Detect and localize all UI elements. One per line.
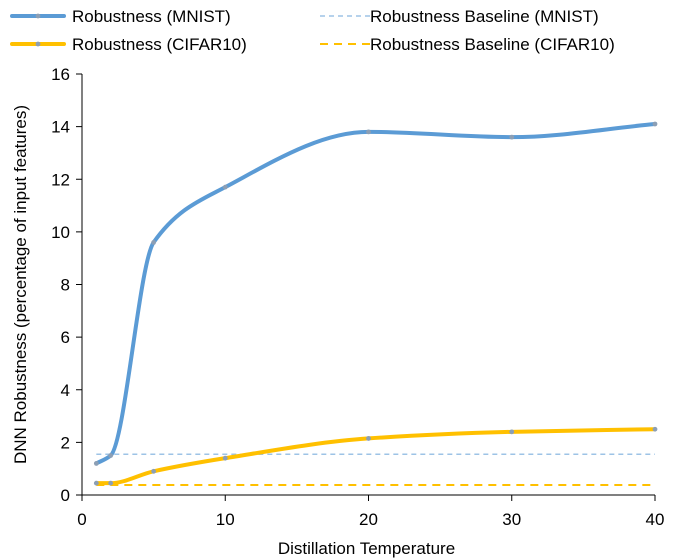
x-axis-title: Distillation Temperature [278, 539, 455, 558]
legend-label: Robustness Baseline (CIFAR10) [370, 35, 615, 54]
legend-marker [35, 13, 41, 19]
x-tick-label: 40 [646, 510, 665, 529]
plot-area [93, 121, 658, 487]
point-robustness-cifar10-20 [366, 436, 371, 441]
y-tick-label: 10 [51, 223, 70, 242]
y-tick-label: 16 [51, 65, 70, 84]
x-tick-label: 20 [359, 510, 378, 529]
y-tick-label: 0 [61, 486, 70, 505]
legend-item-robustness-cifar10: Robustness (CIFAR10) [10, 35, 247, 54]
y-tick-label: 12 [51, 170, 70, 189]
x-tick-label: 0 [77, 510, 86, 529]
point-robustness-cifar10-40 [652, 426, 658, 432]
legend-item-robustness-baseline-cifar10: Robustness Baseline (CIFAR10) [320, 35, 615, 54]
legend-marker [35, 41, 41, 47]
legend-item-robustness-mnist: Robustness (MNIST) [10, 7, 231, 26]
point-robustness-cifar10-30 [509, 429, 515, 435]
legend-label: Robustness (CIFAR10) [72, 35, 247, 54]
y-axis-title: DNN Robustness (percentage of input feat… [11, 105, 30, 464]
line-robustness-cifar10 [94, 427, 657, 486]
y-tick-label: 2 [61, 433, 70, 452]
y-tick-label: 8 [61, 276, 70, 295]
legend-label: Robustness (MNIST) [72, 7, 231, 26]
legend: Robustness (MNIST) Robustness (CIFAR10) Ro… [10, 7, 615, 54]
point-robustness-cifar10-10 [222, 455, 228, 461]
series-robustness-cifar10 [93, 426, 658, 486]
point-robustness-mnist-30 [509, 134, 515, 140]
point-robustness-cifar10-2 [108, 480, 114, 486]
y-tick-label: 4 [61, 381, 70, 400]
point-robustness-cifar10-1 [93, 480, 99, 486]
point-robustness-mnist-10 [222, 184, 228, 190]
y-tick-label: 6 [61, 328, 70, 347]
point-robustness-mnist-5 [151, 240, 157, 245]
point-robustness-mnist-1 [93, 461, 99, 466]
point-robustness-cifar10-5 [151, 468, 157, 474]
point-robustness-mnist-2 [108, 453, 114, 458]
x-tick-label: 10 [216, 510, 235, 529]
point-robustness-mnist-40 [652, 121, 658, 127]
point-robustness-mnist-20 [366, 129, 371, 135]
x-tick-label: 30 [502, 510, 521, 529]
series-robustness-mnist [93, 121, 658, 466]
line-robustness-mnist [94, 121, 657, 466]
legend-label: Robustness Baseline (MNIST) [370, 7, 599, 26]
legend-item-robustness-baseline-mnist: Robustness Baseline (MNIST) [320, 7, 599, 26]
axes: 0 2 4 6 8 10 12 14 16 0 10 20 30 40 Distillation Tempe… [11, 65, 664, 558]
y-tick-label: 14 [51, 118, 70, 137]
